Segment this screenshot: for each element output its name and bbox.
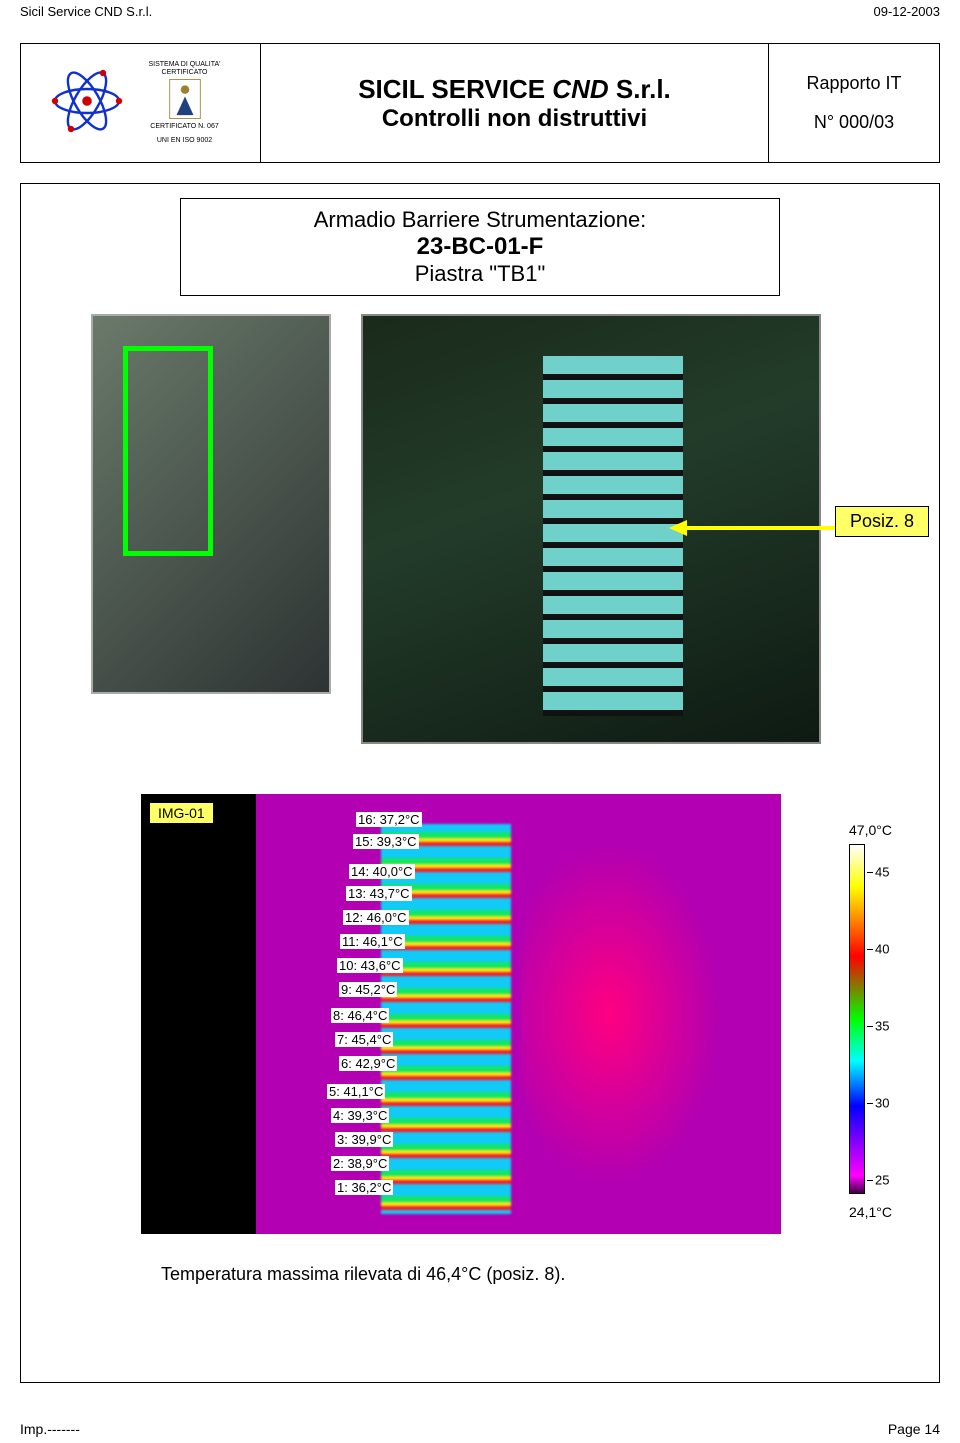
title-line1b: CND [552,74,608,104]
scale-tick [867,949,873,950]
cert-badge: SISTEMA DI QUALITA' CERTIFICATO CERTIFIC… [135,61,235,144]
photo-rack-closeup: Posiz. 8 [361,314,821,744]
cert-mid: CERTIFICATO N. 067 [135,123,235,131]
scale-tick [867,872,873,873]
thermal-image: IMG-01 16: 37,2°C 15: 39,3°C 14: 40,0°C 13:… [141,794,781,1234]
content-frame: Armadio Barriere Strumentazione: 23-BC-0… [20,183,940,1383]
scale-tick-label: 40 [875,942,889,957]
running-footer: Imp.------- Page 14 [0,1421,960,1437]
highlight-rectangle [123,346,213,556]
report-cell: Rapporto IT N° 000/03 [769,44,939,162]
temp-point-label: 3: 39,9°C [335,1132,393,1147]
temp-point-label: 13: 43,7°C [346,886,412,901]
temp-point-label: 1: 36,2°C [335,1180,393,1195]
thermal-img-tag: IMG-01 [149,802,214,824]
subtitle-l3: Piastra "TB1" [191,261,769,287]
temp-point-label: 12: 46,0°C [343,910,409,925]
temp-point-label: 11: 46,1°C [340,934,405,949]
photo-cabinet [91,314,331,694]
atom-icon [47,61,127,146]
temp-point-label: 15: 39,3°C [353,834,419,849]
temp-point-label: 10: 43,6°C [337,958,403,973]
rack-modules-strip [543,356,683,716]
temp-point-label: 5: 41,1°C [327,1084,385,1099]
temp-point-label: 4: 39,3°C [331,1108,389,1123]
subtitle-l2: 23-BC-01-F [191,233,769,261]
figure-caption: Temperatura massima rilevata di 46,4°C (… [161,1264,565,1285]
color-scale: 47,0°C 4540353025 24,1°C [849,824,889,1214]
scale-tick [867,1180,873,1181]
scale-tick-label: 30 [875,1096,889,1111]
scale-tick-label: 25 [875,1173,889,1188]
running-header: Sicil Service CND S.r.l. 09-12-2003 [0,0,960,23]
cert-top: SISTEMA DI QUALITA' CERTIFICATO [135,61,235,76]
temp-point-label: 14: 40,0°C [349,864,415,879]
temp-point-label: 2: 38,9°C [331,1156,389,1171]
scale-tick [867,1026,873,1027]
header-left: Sicil Service CND S.r.l. [20,4,152,19]
header-right: 09-12-2003 [874,4,941,19]
title-line2: Controlli non distruttivi [382,105,647,133]
temp-point-label: 9: 45,2°C [339,982,397,997]
temp-point-label: 7: 45,4°C [335,1032,393,1047]
cert-figure-icon [168,77,202,121]
cert-bot: UNI EN ISO 9002 [135,137,235,145]
title-line1a: SICIL SERVICE [358,74,552,104]
logo-cell: SISTEMA DI QUALITA' CERTIFICATO CERTIFIC… [21,44,261,162]
scale-tick-label: 35 [875,1019,889,1034]
scale-tick-label: 45 [875,865,889,880]
photo-row: Posiz. 8 [21,296,939,744]
position-badge: Posiz. 8 [835,506,929,537]
temp-point-label: 16: 37,2°C [356,812,422,827]
title-cell: SICIL SERVICE CND S.r.l. Controlli non d… [261,44,769,162]
scale-min: 24,1°C [849,1204,892,1220]
title-block: SISTEMA DI QUALITA' CERTIFICATO CERTIFIC… [20,43,940,163]
footer-left: Imp.------- [20,1421,80,1437]
scale-max: 47,0°C [849,822,892,838]
scale-tick [867,1103,873,1104]
title-line1c: S.r.l. [609,74,671,104]
subtitle-l1: Armadio Barriere Strumentazione: [191,207,769,233]
subtitle-box: Armadio Barriere Strumentazione: 23-BC-0… [180,198,780,296]
footer-right: Page 14 [888,1421,940,1437]
thermal-figure: IMG-01 16: 37,2°C 15: 39,3°C 14: 40,0°C 13:… [141,794,841,1234]
report-label: Rapporto IT [806,73,901,94]
temp-point-label: 8: 46,4°C [331,1008,389,1023]
temp-point-label: 6: 42,9°C [339,1056,397,1071]
scale-gradient [849,844,865,1194]
report-number: N° 000/03 [814,112,894,133]
